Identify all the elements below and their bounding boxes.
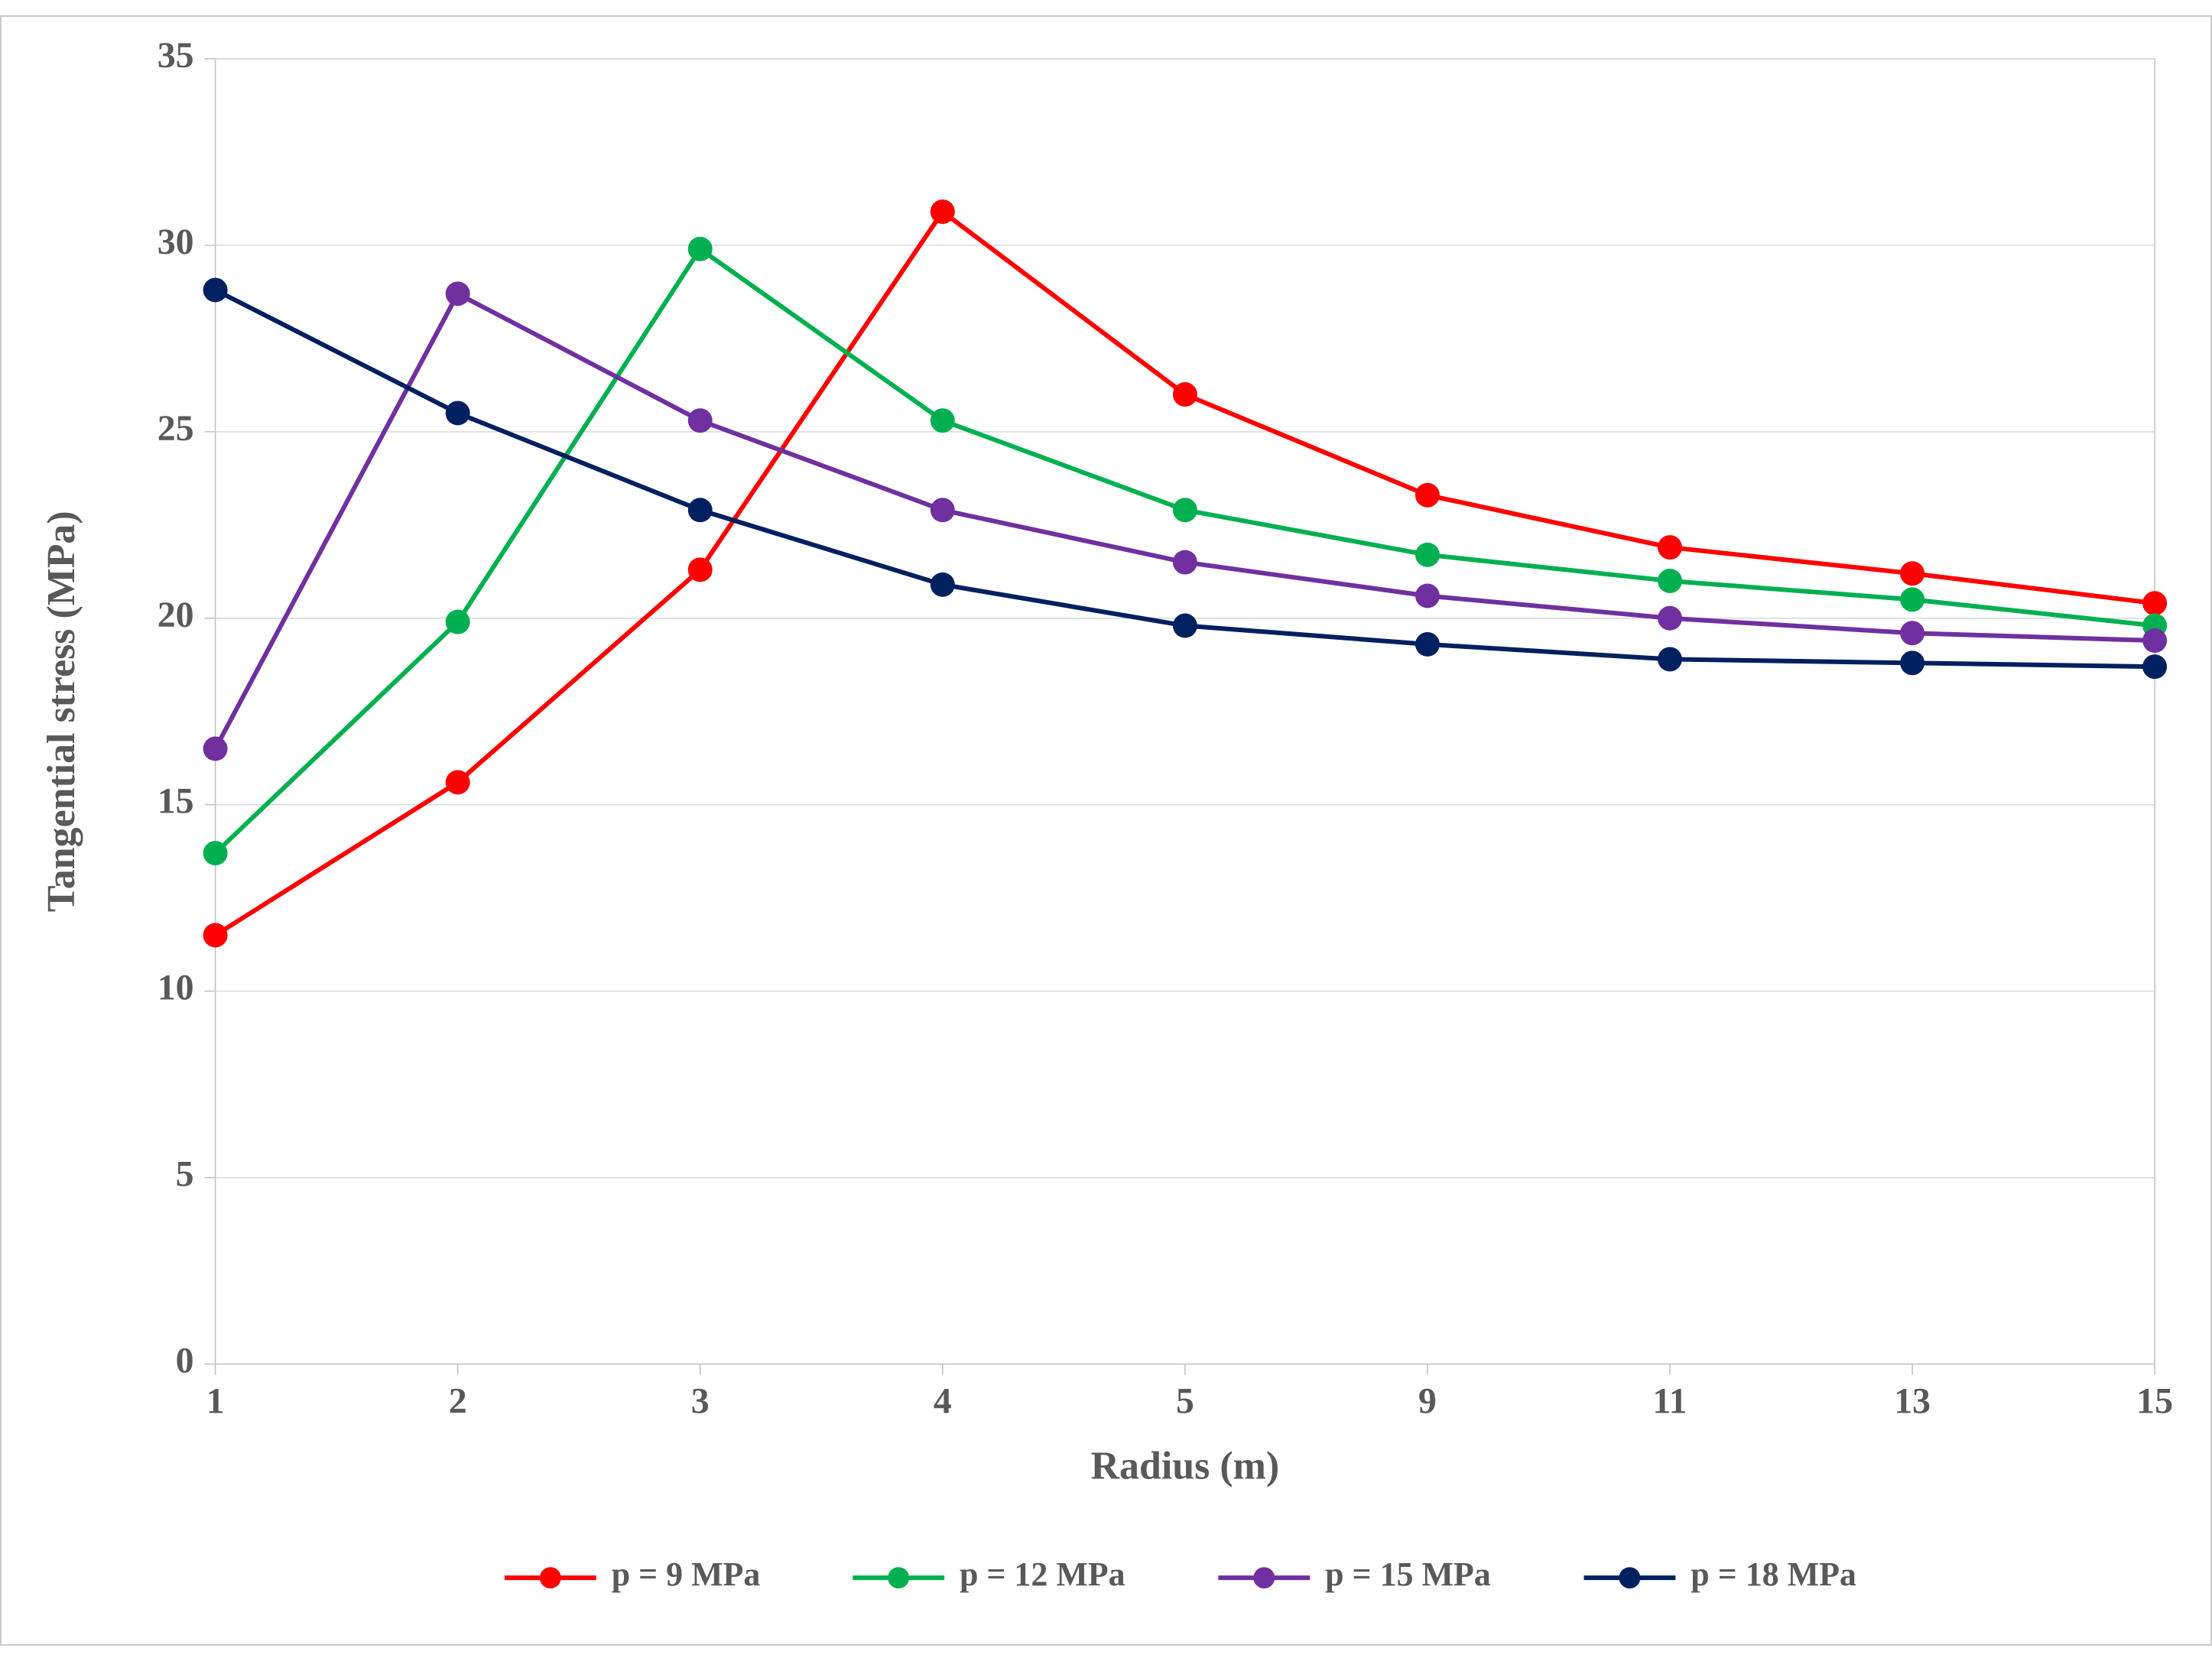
legend-marker-icon [540, 1567, 561, 1588]
x-tick-label: 13 [1894, 1380, 1931, 1421]
series-marker-0 [688, 557, 713, 582]
series-marker-3 [203, 277, 228, 302]
y-tick-label: 0 [176, 1341, 194, 1381]
y-tick-label: 20 [158, 595, 194, 635]
series-marker-3 [2142, 654, 2167, 679]
series-marker-1 [1173, 498, 1197, 522]
x-tick-label: 3 [691, 1380, 710, 1421]
legend-item-1: p = 12 MPa [853, 1556, 1125, 1593]
series-marker-1 [688, 237, 713, 261]
x-tick-label: 1 [206, 1380, 225, 1421]
legend-marker-icon [888, 1567, 909, 1588]
series-marker-2 [446, 281, 470, 306]
series-marker-0 [446, 770, 470, 794]
x-tick-label: 11 [1652, 1380, 1687, 1421]
series-marker-0 [2142, 591, 2167, 615]
legend-marker-icon [1253, 1567, 1275, 1588]
series-marker-3 [446, 401, 470, 425]
series-marker-1 [1415, 543, 1440, 567]
series-marker-2 [688, 408, 713, 433]
series-marker-0 [1173, 382, 1197, 407]
series-marker-1 [931, 408, 955, 433]
legend-item-3: p = 18 MPa [1583, 1556, 1856, 1593]
y-tick-label: 30 [158, 222, 194, 262]
x-tick-labels: 1 2 3 4 5 9 11 13 15 [206, 1364, 2173, 1422]
series-marker-1 [446, 610, 470, 634]
x-axis-label: Radius (m) [1091, 1444, 1280, 1487]
series-marker-3 [1658, 647, 1682, 671]
plot-border [216, 59, 2155, 1364]
series-line-3 [216, 290, 2155, 667]
legend-marker-icon [1619, 1567, 1640, 1588]
series-marker-3 [931, 573, 955, 597]
series-marker-2 [931, 498, 955, 522]
series-marker-3 [1415, 632, 1440, 657]
legend-label: p = 12 MPa [960, 1556, 1125, 1593]
x-tick-label: 4 [934, 1380, 952, 1421]
legend: p = 9 MPa p = 12 MPa p = 15 MPa p = 18 MPa [505, 1556, 1856, 1593]
series-marker-0 [1415, 483, 1440, 508]
series-marker-0 [1658, 535, 1682, 560]
y-tick-label: 15 [158, 781, 194, 822]
series-marker-2 [1658, 606, 1682, 631]
series-marker-2 [203, 737, 228, 761]
series-marker-3 [688, 498, 713, 522]
series-marker-3 [1900, 650, 1925, 675]
series-marker-2 [1173, 550, 1197, 575]
legend-label: p = 15 MPa [1325, 1556, 1491, 1593]
series-marker-1 [1658, 569, 1682, 593]
legend-item-2: p = 15 MPa [1218, 1556, 1490, 1593]
x-tick-label: 5 [1176, 1380, 1194, 1421]
x-tick-label: 9 [1418, 1380, 1437, 1421]
y-tick-label: 5 [176, 1154, 194, 1195]
legend-item-0: p = 9 MPa [505, 1556, 760, 1593]
series-marker-3 [1173, 614, 1197, 638]
series-marker-2 [2142, 628, 2167, 653]
series-marker-0 [1900, 561, 1925, 586]
series-marker-1 [203, 841, 228, 865]
series-marker-2 [1900, 621, 1925, 645]
legend-label: p = 18 MPa [1691, 1556, 1856, 1593]
y-tick-label: 35 [158, 35, 194, 76]
x-tick-label: 15 [2136, 1380, 2173, 1421]
y-axis-label: Tangential stress (MPa) [40, 511, 83, 912]
series-marker-0 [931, 200, 955, 224]
y-tick-labels: 0 5 10 15 20 25 30 35 [158, 35, 216, 1381]
line-chart-svg: 0 5 10 15 20 25 30 35 1 2 3 4 5 9 11 13 15 Tangential str… [2, 17, 2210, 1645]
x-tick-label: 2 [449, 1380, 467, 1421]
y-tick-label: 25 [158, 408, 194, 449]
series-group [203, 200, 2167, 947]
series-marker-1 [1900, 587, 1925, 612]
y-tick-label: 10 [158, 968, 194, 1008]
chart-frame: 0 5 10 15 20 25 30 35 1 2 3 4 5 9 11 13 15 Tangential str… [0, 15, 2212, 1646]
series-marker-2 [1415, 584, 1440, 608]
legend-label: p = 9 MPa [612, 1556, 761, 1593]
series-marker-0 [203, 923, 228, 947]
